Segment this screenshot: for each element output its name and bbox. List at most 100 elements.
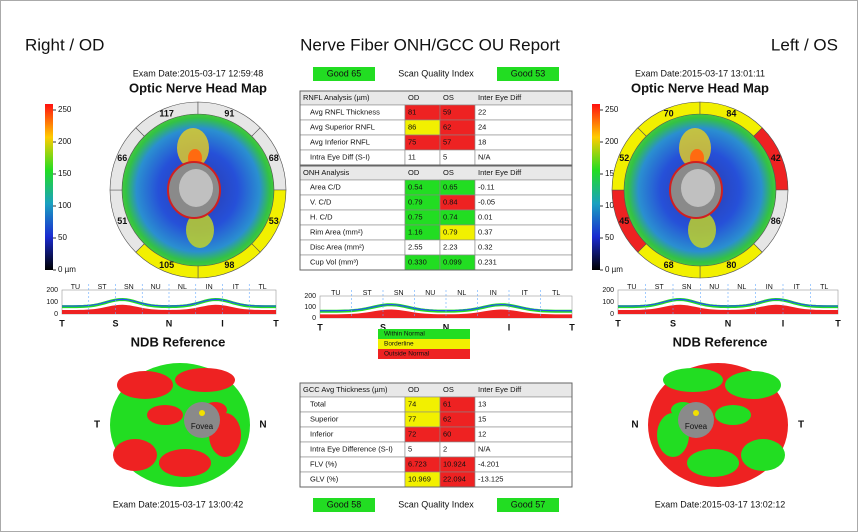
table-cell-text: 18 — [478, 137, 486, 146]
colorbar-label: 0 µm — [605, 265, 623, 274]
profile-axis: 200 — [602, 287, 614, 294]
profile-axis: 200 — [304, 293, 316, 300]
ndb-side: N — [631, 420, 638, 431]
table-cell-text: V. C/D — [310, 197, 332, 206]
colorbar-label: 100 — [58, 201, 72, 210]
table-cell-text: 0.74 — [443, 212, 458, 221]
table-head-cell: Inter Eye Diff — [478, 93, 522, 102]
table-head-cell: OD — [408, 385, 420, 394]
profile-sector: SN — [682, 284, 692, 291]
optic-cup — [681, 169, 715, 207]
table-cell-text: Rim Area (mm²) — [310, 227, 363, 236]
profile-axis: 200 — [46, 287, 58, 294]
table-cell-text: 11 — [408, 152, 416, 161]
fovea-zone — [678, 402, 714, 438]
exam-date: Exam Date:2015-03-17 12:59:48 — [133, 68, 264, 78]
table-cell-text: 10.969 — [408, 474, 431, 483]
sector-value: 70 — [664, 109, 674, 119]
fovea-label: Fovea — [685, 422, 708, 431]
table-cell — [474, 396, 573, 413]
legend-label: Outside Normal — [384, 351, 430, 358]
profile-sector: TU — [627, 284, 636, 291]
profile-sector: NU — [425, 290, 435, 297]
profile-pos: T — [835, 318, 841, 328]
table-cell-text: 0.330 — [408, 257, 427, 266]
colorbar-label: 200 — [58, 137, 72, 146]
sector-value: 42 — [771, 153, 781, 163]
table-cell-text: -4.201 — [478, 459, 499, 468]
sector-value: 52 — [619, 153, 629, 163]
sector-value: 66 — [117, 153, 127, 163]
map-title: Optic Nerve Head Map — [631, 80, 769, 95]
quality-label: Scan Quality Index — [398, 499, 474, 509]
table-cell-text: N/A — [478, 444, 491, 453]
table-cell-text: 2.55 — [408, 242, 423, 251]
table-cell-text: 60 — [443, 429, 451, 438]
table-cell-text: FLV (%) — [310, 459, 337, 468]
table-cell-text: 77 — [408, 414, 416, 423]
ndb-side: T — [94, 420, 100, 431]
table-cell-text: 86 — [408, 122, 416, 131]
table-cell-text: H. C/D — [310, 212, 333, 221]
table-head-cell: ONH Analysis — [303, 168, 350, 177]
profile-sector: NU — [709, 284, 719, 291]
profile-sector: TU — [71, 284, 80, 291]
table-cell-text: 1.16 — [408, 227, 423, 236]
colorbar-label: 150 — [605, 169, 619, 178]
colorbar-label: 50 — [605, 233, 614, 242]
table-cell-text: 0.099 — [443, 257, 462, 266]
report-body: Good 65 Good 53 Scan Quality Index Good 58 G… — [45, 67, 841, 512]
map-title: Optic Nerve Head Map — [129, 80, 267, 95]
fovea-dot — [199, 410, 205, 416]
fovea-zone — [184, 402, 220, 438]
profile-pos: N — [166, 318, 173, 328]
colorbar-label: 250 — [605, 105, 619, 114]
ndb-side: T — [798, 420, 804, 431]
profile-sector: IT — [794, 284, 801, 291]
profile-pos: T — [569, 322, 575, 332]
table-head-cell: OS — [443, 168, 454, 177]
fovea-dot — [693, 410, 699, 416]
table-cell-text: GLV (%) — [310, 474, 339, 483]
ndb-region — [147, 405, 183, 425]
profile-axis: 100 — [46, 299, 58, 306]
sector-value: 84 — [726, 109, 736, 119]
sector-value: 117 — [159, 109, 174, 119]
ndb-region — [113, 439, 157, 471]
table-cell-text: 0.54 — [408, 182, 423, 191]
quality-box — [497, 498, 559, 512]
table-cell-text: Avg Inferior RNFL — [310, 137, 370, 146]
profile-pos: I — [782, 318, 785, 328]
table-head-cell: OS — [443, 93, 454, 102]
table-cell-text: 5 — [443, 152, 447, 161]
ndb-title: NDB Reference — [673, 334, 768, 349]
table-head-cell: OD — [408, 93, 420, 102]
table-cell-text: 72 — [408, 429, 416, 438]
profile-pos: T — [59, 318, 65, 328]
table-cell-text: 61 — [443, 399, 451, 408]
colorbar — [45, 104, 53, 270]
profile-pos: T — [317, 322, 323, 332]
table-cell-text: 81 — [408, 107, 416, 116]
fovea-label: Fovea — [191, 422, 214, 431]
table-cell-text: 15 — [478, 414, 486, 423]
optic-cup — [179, 169, 213, 207]
colorbar-label: 250 — [58, 105, 72, 114]
table-cell-text: 0.79 — [408, 197, 423, 206]
profile-pos: I — [508, 322, 511, 332]
profile-pos: I — [221, 318, 224, 328]
profile-sector: TU — [331, 290, 340, 297]
sector-value: 68 — [269, 153, 279, 163]
profile-sector: SN — [394, 290, 404, 297]
quality-value: Good 57 — [511, 499, 546, 509]
colorbar-label: 50 — [58, 233, 67, 242]
ndb-region — [159, 449, 211, 477]
table-cell-text: Intra Eye Difference (S-I) — [310, 444, 393, 453]
profile-sector: ST — [363, 290, 373, 297]
legend-swatch — [378, 349, 470, 359]
table-cell-text: 0.37 — [478, 227, 493, 236]
profile-sector: NL — [178, 284, 187, 291]
table-cell-text: Superior — [310, 414, 339, 423]
ndb-region — [663, 368, 723, 392]
